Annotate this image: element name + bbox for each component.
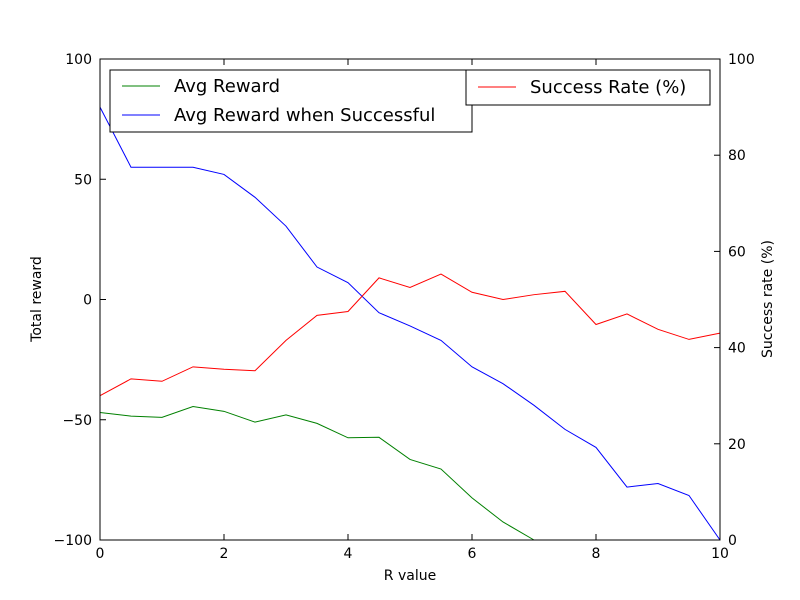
x-tick-label: 8 bbox=[592, 546, 601, 562]
y-axis-left: 100 50 0 −50 −100 bbox=[54, 52, 106, 549]
legend-label-avg-reward-successful: Avg Reward when Successful bbox=[174, 105, 435, 126]
legend-left-box bbox=[109, 69, 473, 133]
y-left-tick-label: −50 bbox=[62, 413, 92, 429]
y-right-tick-label: 100 bbox=[728, 52, 755, 68]
legend-right: Success Rate (%) bbox=[465, 69, 711, 106]
legend-label-success-rate: Success Rate (%) bbox=[530, 77, 686, 98]
y-left-tick-label: 50 bbox=[74, 172, 92, 188]
x-tick-label: 2 bbox=[220, 546, 229, 562]
y-left-tick-label: 100 bbox=[65, 52, 92, 68]
x-axis-label: R value bbox=[384, 568, 436, 584]
series-line-0 bbox=[99, 406, 535, 541]
y-right-tick-label: 0 bbox=[728, 533, 737, 549]
y-axis-left-label: Total reward bbox=[29, 256, 45, 343]
legend-left: Avg Reward Avg Reward when Successful bbox=[109, 69, 473, 133]
y-left-tick-label: 0 bbox=[83, 293, 92, 309]
y-right-tick-label: 80 bbox=[728, 148, 746, 164]
x-tick-label: 10 bbox=[711, 546, 729, 562]
y-right-tick-label: 40 bbox=[728, 341, 746, 357]
legend-label-avg-reward: Avg Reward bbox=[174, 76, 280, 97]
y-axis-right-label: Success rate (%) bbox=[760, 240, 776, 358]
x-tick-label: 0 bbox=[96, 546, 105, 562]
y-left-tick-label: −100 bbox=[54, 533, 92, 549]
y-axis-right: 100 80 60 40 20 0 bbox=[714, 52, 755, 549]
series-layer bbox=[99, 106, 721, 541]
y-right-tick-label: 60 bbox=[728, 244, 746, 260]
x-tick-label: 4 bbox=[344, 546, 353, 562]
y-right-tick-label: 20 bbox=[728, 437, 746, 453]
x-tick-label: 6 bbox=[468, 546, 477, 562]
series-line-1 bbox=[99, 106, 721, 541]
x-axis: 0 2 4 6 8 10 bbox=[96, 59, 729, 562]
series-line-2 bbox=[99, 273, 721, 397]
